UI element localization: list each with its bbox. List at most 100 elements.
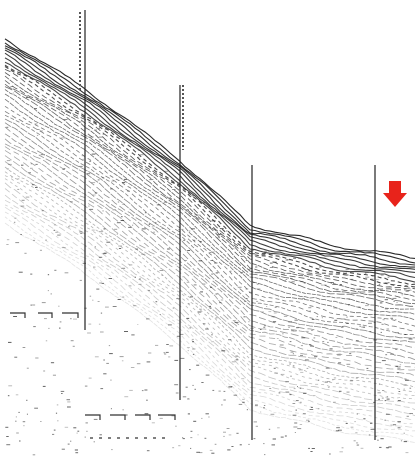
speck — [255, 425, 258, 427]
speck — [390, 353, 394, 355]
speck — [211, 334, 213, 336]
speck — [341, 326, 344, 328]
speck — [15, 242, 20, 244]
speck — [7, 163, 12, 165]
speck — [122, 182, 126, 184]
speck — [175, 392, 179, 394]
speck — [6, 244, 9, 245]
reflector — [4, 133, 415, 355]
reflector — [4, 111, 415, 332]
speck — [155, 301, 158, 303]
speck — [255, 266, 258, 268]
speck — [276, 338, 279, 339]
speck — [223, 262, 225, 264]
speck — [248, 321, 250, 323]
speck — [317, 408, 320, 410]
speck — [361, 326, 366, 328]
speck — [332, 379, 334, 381]
speck — [308, 420, 310, 422]
speck — [306, 419, 309, 421]
speck — [370, 422, 373, 424]
speck — [182, 396, 187, 398]
speck — [293, 426, 298, 428]
speck — [242, 398, 245, 400]
speck — [133, 305, 137, 307]
speck — [350, 426, 354, 428]
scale-mark — [85, 414, 176, 420]
speck — [326, 367, 329, 369]
speck — [111, 449, 113, 451]
speck — [90, 136, 94, 138]
speck — [330, 282, 334, 283]
speck — [269, 388, 272, 389]
speck — [388, 446, 392, 448]
reflector — [4, 45, 415, 266]
speck — [180, 357, 185, 359]
speck — [205, 374, 210, 376]
speck — [406, 415, 409, 417]
reflector — [4, 69, 415, 290]
speck — [190, 430, 193, 432]
speck — [102, 210, 104, 212]
speck — [342, 346, 344, 348]
speck — [97, 301, 100, 302]
speck — [161, 228, 164, 229]
speck — [91, 153, 96, 155]
speck — [386, 447, 389, 449]
speck — [79, 279, 82, 281]
speck — [118, 248, 122, 249]
speck — [232, 320, 236, 322]
speck — [89, 295, 92, 297]
speck — [151, 226, 154, 228]
speck — [209, 307, 212, 309]
reflector — [4, 122, 415, 343]
reflector — [4, 49, 415, 270]
speck — [309, 409, 314, 410]
speck — [42, 385, 46, 387]
speck — [292, 330, 297, 332]
reflector — [4, 75, 415, 297]
speck — [346, 391, 350, 393]
speck — [117, 299, 121, 300]
speck — [332, 283, 336, 285]
speck — [395, 332, 399, 334]
speck — [230, 386, 233, 388]
speck — [307, 270, 311, 272]
speck — [136, 363, 141, 365]
speck — [17, 178, 20, 180]
speck — [27, 172, 31, 174]
speck — [128, 285, 132, 287]
speck — [187, 350, 189, 352]
speck — [96, 288, 100, 290]
speck — [268, 428, 271, 430]
speck — [249, 267, 253, 269]
speck — [408, 288, 411, 290]
speck — [79, 165, 83, 167]
speck — [172, 189, 176, 190]
speck — [237, 286, 242, 288]
trace-lines — [79, 10, 376, 440]
speck — [164, 353, 167, 355]
speck — [128, 226, 132, 228]
speck — [103, 149, 107, 151]
speck — [325, 367, 330, 369]
speck — [16, 432, 19, 434]
speck — [174, 359, 179, 361]
speck — [203, 221, 205, 223]
speck — [34, 123, 38, 125]
speck — [335, 337, 338, 338]
speck — [70, 340, 74, 342]
speck — [386, 328, 390, 330]
speck — [59, 321, 62, 323]
speck — [365, 305, 369, 307]
speck — [6, 444, 11, 446]
speck — [95, 219, 97, 221]
speck — [140, 154, 144, 156]
speck — [293, 388, 296, 390]
speck — [409, 289, 412, 291]
speck — [138, 156, 140, 158]
speck — [346, 363, 351, 365]
speck — [129, 264, 133, 266]
speck — [348, 304, 350, 306]
